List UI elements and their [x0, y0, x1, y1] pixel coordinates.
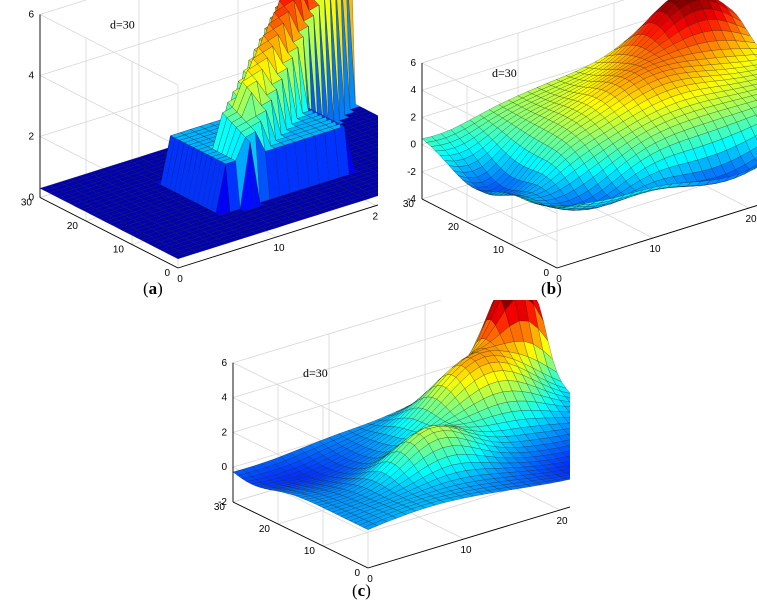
surface-plot-b: -4-2024601020300102030d=30 [403, 0, 757, 285]
y-tick-label-a-2: 20 [67, 221, 79, 232]
x-tick-label-b-0: 0 [556, 274, 562, 285]
z-tick-label-a-2: 4 [28, 71, 34, 82]
annotation-c: d=30 [303, 366, 328, 380]
y-tick-label-c-3: 30 [214, 502, 226, 513]
caption-b: (b) [541, 279, 562, 298]
z-tick-label-b-3: 2 [410, 112, 416, 123]
surface-mesh-a [39, 0, 378, 260]
y-tick-label-c-1: 10 [304, 546, 316, 557]
z-tick-label-a-1: 2 [28, 132, 34, 143]
chart-panel-a: 024601020300102030d=30 [0, 0, 378, 300]
y-tick-label-c-2: 20 [259, 524, 271, 535]
caption-a: (a) [143, 279, 163, 298]
z-tick-label-c-0: -2 [218, 497, 227, 508]
surface-plot-a: 024601020300102030d=30 [21, 0, 378, 285]
y-tick-label-a-1: 10 [113, 245, 125, 256]
x-tick-label-c-2: 20 [556, 516, 568, 527]
x-tick-label-b-2: 20 [745, 214, 757, 225]
y-tick-label-b-2: 20 [448, 222, 460, 233]
surface-mesh-c [232, 300, 570, 530]
annotation-a: d=30 [110, 18, 135, 32]
y-tick-label-a-3: 30 [21, 198, 33, 209]
z-tick-label-c-1: 0 [221, 462, 227, 473]
y-tick-label-c-0: 0 [354, 568, 360, 579]
z-tick-label-c-3: 4 [221, 393, 227, 404]
z-tick-label-b-4: 4 [410, 85, 416, 96]
chart-panel-b: -4-2024601020300102030d=30 [378, 0, 757, 300]
annotation-b: d=30 [492, 66, 517, 80]
surface-plot-c: -2024601020300102030d=30 [214, 300, 570, 585]
x-tick-label-b-1: 10 [649, 244, 661, 255]
z-tick-label-c-2: 2 [221, 427, 227, 438]
caption-c: (c) [352, 581, 371, 600]
z-tick-label-b-2: 0 [410, 140, 416, 151]
y-tick-label-b-1: 10 [493, 245, 505, 256]
y-tick-label-a-0: 0 [164, 268, 170, 279]
x-tick-label-c-0: 0 [367, 574, 373, 585]
z-tick-label-b-5: 6 [410, 58, 416, 69]
x-tick-label-a-1: 10 [273, 243, 285, 254]
y-tick-label-b-3: 30 [403, 199, 415, 210]
x-tick-label-a-0: 0 [177, 274, 183, 285]
chart-panel-c: -2024601020300102030d=30 [190, 300, 570, 605]
z-tick-label-b-1: -2 [407, 167, 416, 178]
z-tick-label-c-4: 6 [221, 358, 227, 369]
x-tick-label-c-1: 10 [460, 545, 472, 556]
z-tick-label-b-0: -4 [407, 194, 416, 205]
x-tick-label-a-2: 20 [372, 212, 378, 223]
y-tick-label-b-0: 0 [543, 268, 549, 279]
z-tick-label-a-0: 0 [28, 193, 34, 204]
z-tick-label-a-3: 6 [28, 10, 34, 21]
surface-mesh-b [421, 0, 757, 211]
